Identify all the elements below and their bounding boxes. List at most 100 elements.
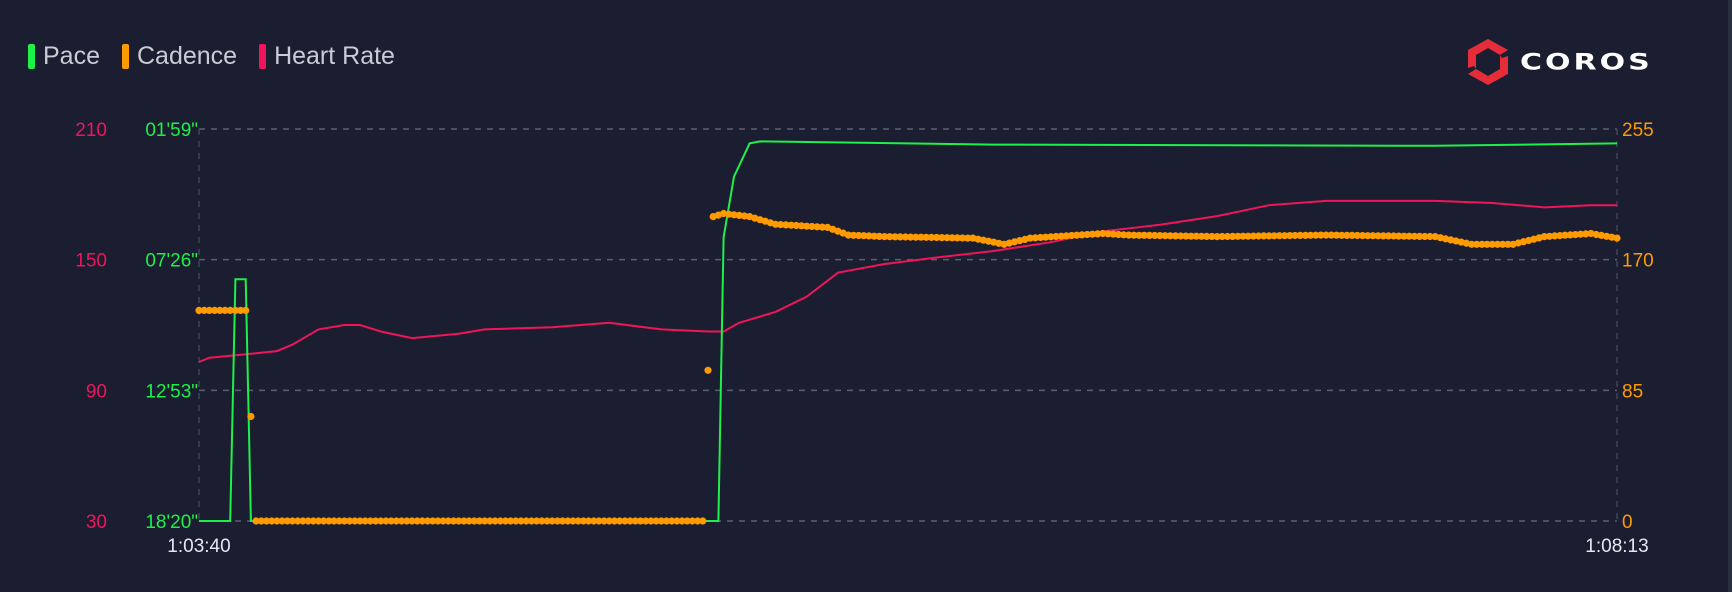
- legend-label: Heart Rate: [274, 42, 395, 70]
- cadence-point: [1197, 232, 1206, 240]
- cadence-point: [1088, 230, 1096, 238]
- heart-rate-line: [198, 199, 1617, 363]
- cadence-point: [512, 517, 520, 525]
- cadence-point: [1343, 231, 1351, 239]
- cadence-point: [548, 517, 556, 525]
- cadence-point: [631, 517, 639, 525]
- legend-item-cadence[interactable]: Cadence: [121, 42, 237, 71]
- cadence-point: [1031, 234, 1039, 242]
- cadence-tick-label: 170: [1622, 251, 1654, 272]
- cadence-point: [1094, 230, 1102, 238]
- cadence-point: [1561, 231, 1569, 239]
- cadence-point: [1177, 232, 1185, 240]
- cadence-point: [1286, 232, 1294, 240]
- cadence-point: [517, 517, 525, 525]
- cadence-point: [564, 517, 572, 525]
- cadence-point: [610, 517, 619, 525]
- cadence-point: [844, 231, 852, 239]
- cadence-point: [392, 517, 400, 525]
- cadence-point: [818, 223, 826, 231]
- cadence-point: [1036, 233, 1045, 242]
- cadence-point: [1426, 232, 1434, 241]
- cadence-point: [1410, 232, 1418, 240]
- cadence-point: [678, 517, 686, 525]
- cadence-point: [943, 234, 951, 242]
- cadence-point: [351, 517, 359, 525]
- cadence-point: [735, 211, 743, 219]
- cadence-point: [1161, 232, 1169, 240]
- cadence-point: [626, 517, 634, 525]
- cadence-point: [704, 366, 712, 374]
- heart-rate-tick-label: 30: [86, 512, 107, 533]
- cadence-point: [475, 517, 484, 525]
- cadence-point: [1358, 232, 1367, 240]
- cadence-point: [257, 517, 265, 525]
- cadence-point: [1504, 240, 1512, 248]
- cadence-point: [1468, 240, 1476, 248]
- cadence-point: [1218, 232, 1226, 241]
- cadence-point: [683, 517, 691, 525]
- pace-tick-label: 07'26": [145, 251, 198, 272]
- cadence-point: [1260, 232, 1268, 240]
- logo-text: COROS: [1520, 48, 1653, 76]
- cadence-point: [1566, 231, 1574, 239]
- cadence-point: [1395, 232, 1403, 240]
- cadence-point: [725, 210, 733, 218]
- heart-rate-tick-label: 210: [75, 120, 107, 141]
- cadence-point: [1473, 240, 1481, 248]
- cadence-point: [408, 517, 416, 525]
- legend-label: Pace: [43, 42, 100, 70]
- cadence-point: [1275, 232, 1283, 240]
- coros-hexagon-icon: [1468, 39, 1508, 85]
- cadence-swatch: [121, 44, 129, 69]
- cadence-point: [1416, 232, 1424, 240]
- cadence-point: [434, 517, 442, 525]
- cadence-point: [283, 517, 291, 525]
- cadence-point: [361, 517, 369, 525]
- coros-logo: COROS: [1462, 36, 1653, 88]
- cadence-point: [262, 517, 271, 525]
- x-tick-label: 1:03:40: [167, 536, 230, 557]
- cadence-point: [813, 223, 821, 231]
- cadence-point: [1312, 231, 1320, 239]
- cadence-point: [501, 517, 510, 525]
- cadence-point: [1291, 231, 1299, 240]
- cadence-point: [1296, 231, 1304, 239]
- cadence-point: [600, 517, 608, 525]
- cadence-point: [273, 517, 281, 525]
- cadence-point: [460, 517, 468, 525]
- cadence-point: [1322, 231, 1330, 239]
- cadence-point: [1239, 232, 1247, 240]
- cadence-point: [855, 231, 863, 240]
- cadence-point: [1379, 232, 1387, 240]
- cadence-point: [507, 517, 515, 525]
- heart-rate-swatch: [259, 44, 267, 69]
- cadence-point: [1338, 231, 1346, 239]
- heart-rate-tick-label: 150: [75, 251, 107, 272]
- legend-item-pace[interactable]: Pace: [28, 42, 100, 71]
- cadence-point: [268, 517, 276, 525]
- cadence-point: [226, 306, 234, 314]
- cadence-tick-label: 0: [1622, 512, 1633, 533]
- cadence-point: [1369, 232, 1377, 240]
- legend-item-heart-rate[interactable]: Heart Rate: [259, 42, 395, 71]
- cadence-point: [346, 517, 354, 525]
- cadence-point: [1249, 232, 1257, 240]
- cadence-point: [533, 517, 541, 525]
- cadence-point: [688, 517, 697, 525]
- cadence-point: [1571, 231, 1579, 239]
- cadence-point: [917, 233, 925, 241]
- cadence-point: [881, 233, 889, 241]
- cadence-point: [1317, 231, 1325, 239]
- cadence-point: [891, 233, 899, 241]
- cadence-point: [1083, 230, 1091, 239]
- cadence-point: [356, 517, 364, 525]
- cadence-point: [221, 306, 229, 314]
- cadence-point: [382, 517, 390, 525]
- cadence-point: [247, 412, 255, 421]
- cadence-point: [1203, 232, 1211, 240]
- cadence-point: [1026, 234, 1034, 242]
- cadence-point: [1384, 232, 1393, 240]
- cadence-point: [642, 517, 650, 525]
